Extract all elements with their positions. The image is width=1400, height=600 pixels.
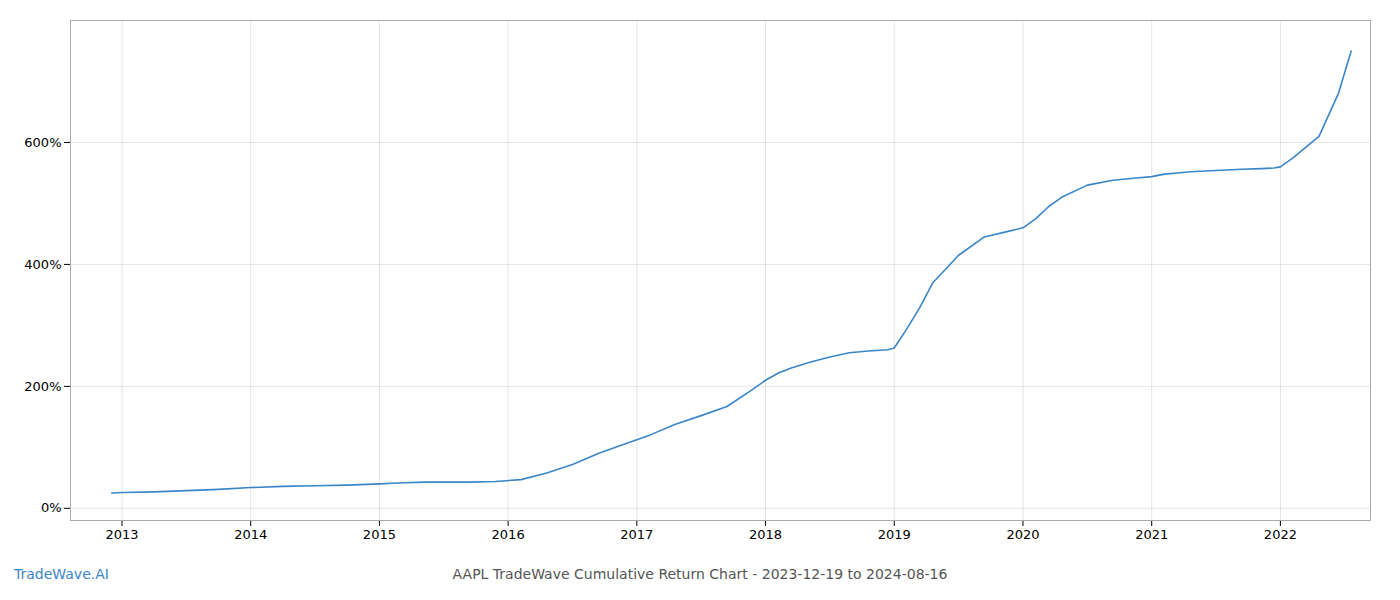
svg-text:400%: 400% <box>24 257 61 272</box>
svg-text:2017: 2017 <box>620 527 653 542</box>
svg-text:2015: 2015 <box>363 527 396 542</box>
html-text:TradeWave.AI: TradeWave.AI <box>14 566 109 582</box>
html-text:AAPL TradeWave Cumulative Retu: AAPL TradeWave Cumulative Return Chart -… <box>452 566 948 582</box>
svg-text:200%: 200% <box>24 379 61 394</box>
svg-text:2022: 2022 <box>1264 527 1297 542</box>
svg-text:600%: 600% <box>24 135 61 150</box>
svg-text:0%: 0% <box>41 500 62 515</box>
svg-text:2019: 2019 <box>878 527 911 542</box>
svg-text:2013: 2013 <box>105 527 138 542</box>
svg-text:2014: 2014 <box>234 527 267 542</box>
svg-text:2021: 2021 <box>1135 527 1168 542</box>
svg-text:2020: 2020 <box>1006 527 1039 542</box>
svg-text:2016: 2016 <box>492 527 525 542</box>
svg-text:2018: 2018 <box>749 527 782 542</box>
